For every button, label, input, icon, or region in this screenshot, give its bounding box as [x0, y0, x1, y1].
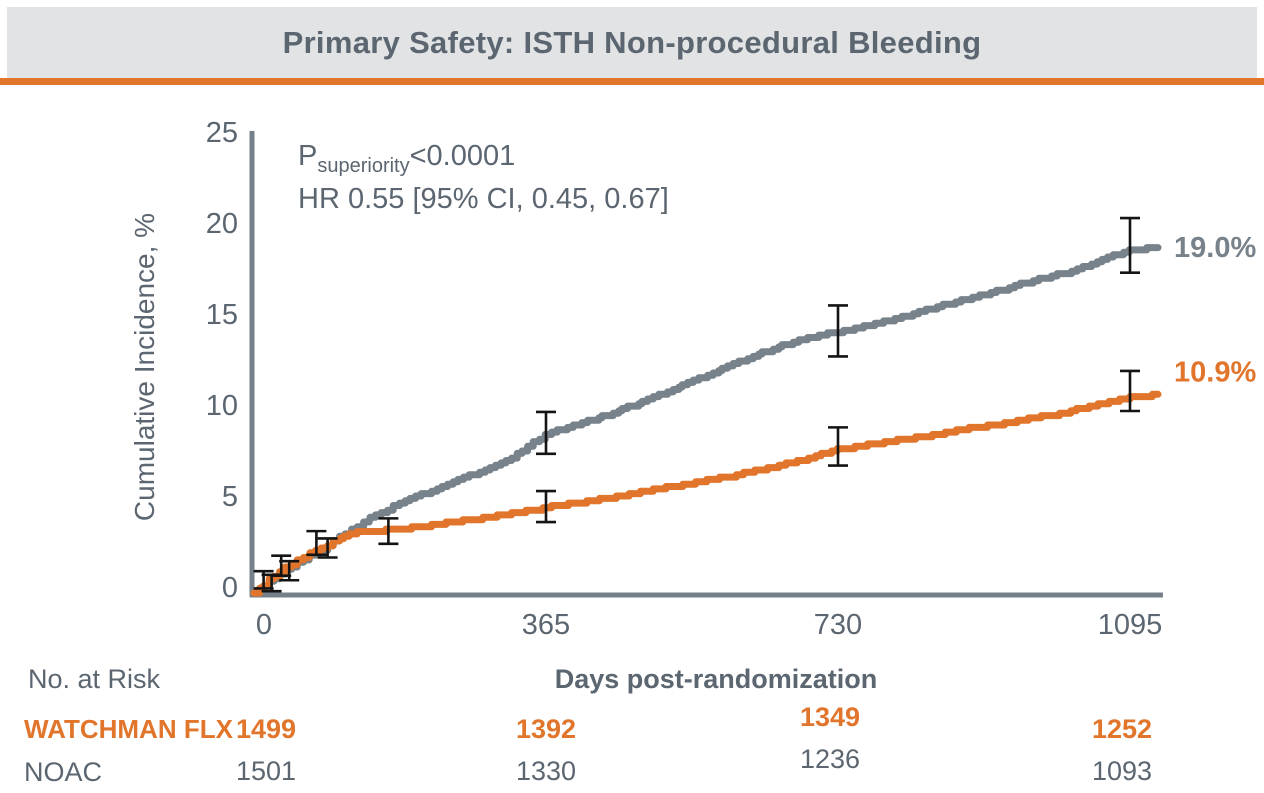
risk-row-label-noac: NOAC [24, 757, 103, 787]
p-value-subscript: superiority [317, 155, 409, 177]
y-tick-label: 25 [206, 117, 238, 149]
curve-noac [250, 244, 1162, 597]
error-bar [828, 426, 848, 467]
risk-value-watchman-flx-day-0: 1499 [235, 714, 297, 744]
risk-value-watchman-flx-day-1095: 1252 [1091, 714, 1153, 744]
end-label-watchman-flx: 10.9% [1174, 357, 1256, 389]
x-tick-label: 0 [256, 609, 272, 641]
risk-table-title: No. at Risk [28, 664, 161, 694]
error-bar [536, 489, 556, 524]
y-tick-label: 15 [206, 299, 238, 331]
error-bar [378, 517, 399, 546]
accent-rule [0, 78, 1264, 85]
y-tick-label: 0 [222, 572, 238, 604]
p-value-prefix: P [298, 140, 317, 172]
p-value-number: <0.0001 [410, 140, 516, 172]
risk-value-noac-day-365: 1330 [515, 756, 577, 786]
error-bar [279, 559, 300, 582]
error-bar [306, 529, 327, 557]
risk-value-noac-day-730: 1236 [799, 744, 861, 774]
risk-value-noac-day-0: 1501 [235, 756, 297, 786]
y-tick-label: 10 [206, 390, 238, 422]
page-title: Primary Safety: ISTH Non-procedural Blee… [282, 24, 982, 60]
error-bar [261, 573, 282, 593]
risk-row-label-watchman-flx: WATCHMAN FLX [24, 714, 233, 744]
end-labels-group: 19.0% 10.9% [1174, 232, 1256, 388]
x-tick-label: 1095 [1098, 609, 1163, 641]
y-axis-title: Cumulative Incidence, % [129, 213, 160, 521]
end-label-noac: 19.0% [1174, 232, 1256, 264]
risk-value-watchman-flx-day-730: 1349 [799, 702, 861, 732]
x-axis-title: Days post-randomization [555, 664, 878, 694]
title-bar: Primary Safety: ISTH Non-procedural Blee… [7, 7, 1257, 78]
error-bar [1120, 216, 1140, 274]
curve-watchman-flx [250, 390, 1162, 597]
hazard-ratio-annotation: HR 0.55 [95% CI, 0.45, 0.67] [298, 183, 669, 215]
tick-labels-group: 0 5 10 15 20 25 0 365 730 1095 [206, 117, 1163, 641]
error-bar [828, 304, 848, 358]
error-bars-group [253, 216, 1140, 593]
risk-value-noac-day-1095: 1093 [1091, 756, 1153, 786]
error-bar [536, 410, 556, 456]
risk-value-watchman-flx-day-365: 1392 [515, 714, 577, 744]
x-tick-label: 365 [522, 609, 570, 641]
error-bar [1120, 369, 1140, 413]
p-value-annotation: Psuperiority<0.0001 [298, 140, 515, 177]
y-tick-label: 5 [222, 481, 238, 513]
x-tick-label: 730 [814, 609, 862, 641]
curves-group [250, 244, 1162, 597]
error-bar [317, 537, 338, 559]
y-tick-label: 20 [206, 208, 238, 240]
